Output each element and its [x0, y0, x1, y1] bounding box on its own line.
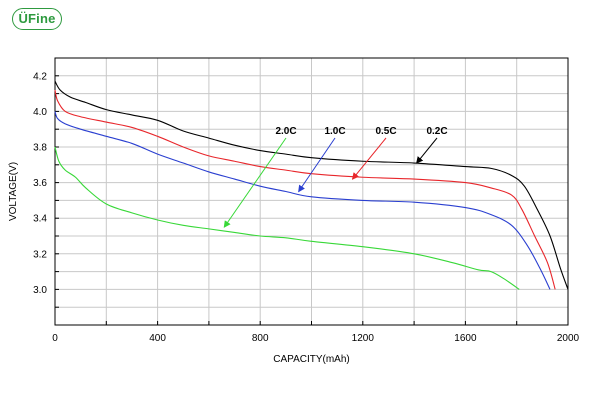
y-tick-label: 3.4: [33, 214, 47, 225]
annotation-label-0-5c: 0.5C: [375, 126, 396, 137]
annotation-arrow-2-0c: [223, 137, 287, 228]
y-tick-label: 4.0: [33, 107, 47, 118]
chart-grid: [55, 58, 568, 325]
y-tick-label: 3.6: [33, 178, 47, 189]
axis-ticks: 0 400 800 1200 1600 2000 3.0 3.2 3.4 3.6 3.8 4.0 4.2: [33, 71, 579, 344]
logo-text: ÜFine: [18, 11, 56, 26]
x-tick-label: 1600: [454, 333, 477, 344]
x-tick-label: 400: [149, 333, 166, 344]
annotation-arrow-0-2c: [416, 137, 438, 164]
series-line-0-5c: [54, 89, 556, 290]
y-tick-label: 3.2: [33, 249, 47, 260]
annotation-arrow-0-5c: [351, 137, 387, 180]
y-tick-label: 3.0: [33, 285, 47, 296]
annotation-label-2-0c: 2.0C: [275, 126, 296, 137]
annotation-label-0-2c: 0.2C: [426, 126, 447, 137]
series-line-2-0c: [54, 146, 520, 290]
x-axis-label: CAPACITY(mAh): [273, 354, 350, 365]
y-tick-label: 4.2: [33, 71, 47, 82]
series-line-1-0c: [54, 111, 551, 290]
annotation-label-1-0c: 1.0C: [324, 126, 345, 137]
x-tick-label: 0: [52, 333, 58, 344]
logo-ring: [12, 8, 62, 30]
ufine-logo: ÜFine: [12, 8, 64, 32]
x-tick-label: 1200: [352, 333, 375, 344]
x-tick-label: 2000: [557, 333, 580, 344]
y-tick-label: 3.8: [33, 143, 47, 154]
x-tick-label: 800: [252, 333, 269, 344]
series-line-0-2c: [54, 80, 569, 290]
y-axis-label: VOLTAGE(V): [8, 162, 19, 221]
annotation-arrow-1-0c: [298, 137, 336, 193]
series-annotations: 2.0C 1.0C 0.5C 0.2C: [223, 126, 448, 228]
series-lines: [54, 80, 569, 290]
